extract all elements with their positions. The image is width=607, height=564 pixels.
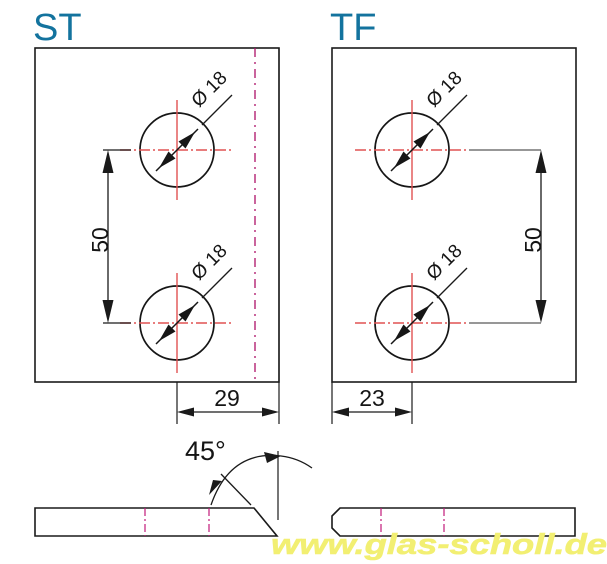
svg-text:Ø 18: Ø 18 xyxy=(423,241,467,285)
svg-text:45°: 45° xyxy=(185,436,226,466)
svg-text:www.glas-scholl.de: www.glas-scholl.de xyxy=(271,529,607,561)
svg-text:Ø 18: Ø 18 xyxy=(423,68,467,112)
svg-text:50: 50 xyxy=(520,227,546,253)
svg-text:50: 50 xyxy=(87,227,113,253)
svg-text:TF: TF xyxy=(330,7,376,49)
svg-text:23: 23 xyxy=(359,385,385,411)
svg-text:Ø 18: Ø 18 xyxy=(188,241,232,285)
svg-text:Ø 18: Ø 18 xyxy=(188,68,232,112)
svg-text:29: 29 xyxy=(214,385,240,411)
svg-text:ST: ST xyxy=(33,7,82,49)
